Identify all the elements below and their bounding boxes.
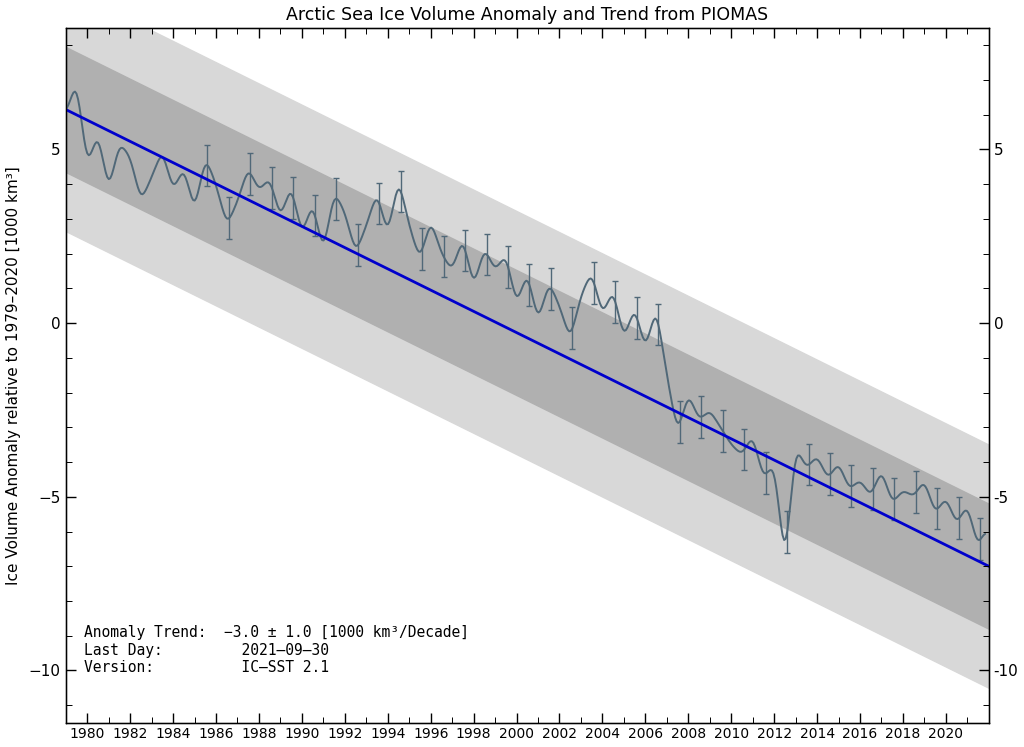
Y-axis label: Ice Volume Anomaly relative to 1979–2020 [1000 km³]: Ice Volume Anomaly relative to 1979–2020… [5,166,20,585]
Text: Anomaly Trend:  −3.0 ± 1.0 [1000 km³/Decade]
Last Day:         2021–09–30
Versio: Anomaly Trend: −3.0 ± 1.0 [1000 km³/Deca… [84,625,469,675]
Title: Arctic Sea Ice Volume Anomaly and Trend from PIOMAS: Arctic Sea Ice Volume Anomaly and Trend … [287,5,768,24]
